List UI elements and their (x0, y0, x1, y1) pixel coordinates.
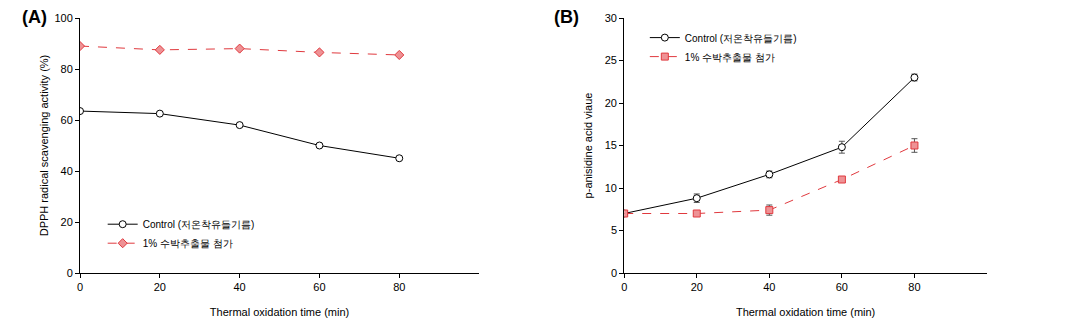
svg-text:80: 80 (393, 281, 405, 293)
svg-text:5: 5 (611, 224, 617, 236)
svg-text:15: 15 (605, 139, 617, 151)
svg-text:10: 10 (605, 182, 617, 194)
svg-text:Thermal oxidation time (min): Thermal oxidation time (min) (736, 306, 875, 318)
svg-text:0: 0 (77, 281, 83, 293)
svg-text:60: 60 (61, 114, 73, 126)
svg-text:0: 0 (67, 267, 73, 279)
svg-text:1% 수박추출물 첨가: 1% 수박추출물 첨가 (143, 238, 233, 249)
svg-text:20: 20 (605, 97, 617, 109)
svg-text:40: 40 (61, 165, 73, 177)
svg-text:20: 20 (154, 281, 166, 293)
svg-text:p-anisidine acid viaue: p-anisidine acid viaue (582, 93, 594, 199)
svg-text:(A): (A) (22, 7, 47, 27)
svg-text:Thermal oxidation time (min): Thermal oxidation time (min) (210, 306, 349, 318)
svg-text:60: 60 (836, 281, 848, 293)
svg-text:Control (저온착유들기름): Control (저온착유들기름) (143, 219, 255, 230)
svg-text:30: 30 (605, 12, 617, 24)
svg-text:1% 수박추출물 첨가: 1% 수박추출물 첨가 (685, 52, 775, 63)
svg-text:25: 25 (605, 54, 617, 66)
svg-text:(B): (B) (554, 7, 579, 27)
svg-text:80: 80 (908, 281, 920, 293)
svg-text:80: 80 (61, 63, 73, 75)
svg-text:60: 60 (313, 281, 325, 293)
svg-text:20: 20 (691, 281, 703, 293)
svg-text:20: 20 (61, 216, 73, 228)
svg-text:Control (저온착유들기름): Control (저온착유들기름) (685, 33, 797, 44)
svg-text:0: 0 (611, 267, 617, 279)
svg-text:40: 40 (763, 281, 775, 293)
svg-text:100: 100 (54, 12, 72, 24)
svg-text:40: 40 (234, 281, 246, 293)
svg-text:0: 0 (621, 281, 627, 293)
svg-text:DPPH radical scavenging activi: DPPH radical scavenging activity (%) (38, 55, 50, 237)
